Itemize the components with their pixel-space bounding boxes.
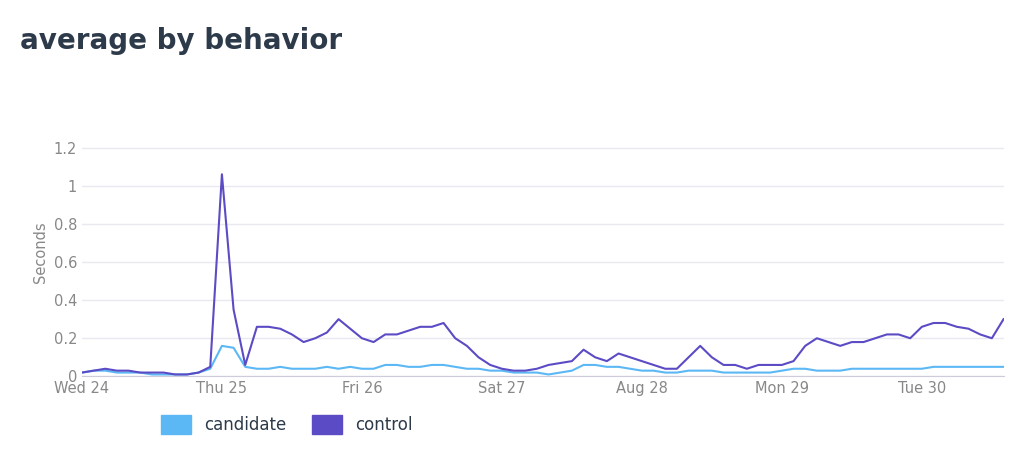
Y-axis label: Seconds: Seconds [33,222,48,283]
Text: average by behavior: average by behavior [20,27,343,56]
Legend: candidate, control: candidate, control [161,415,413,434]
